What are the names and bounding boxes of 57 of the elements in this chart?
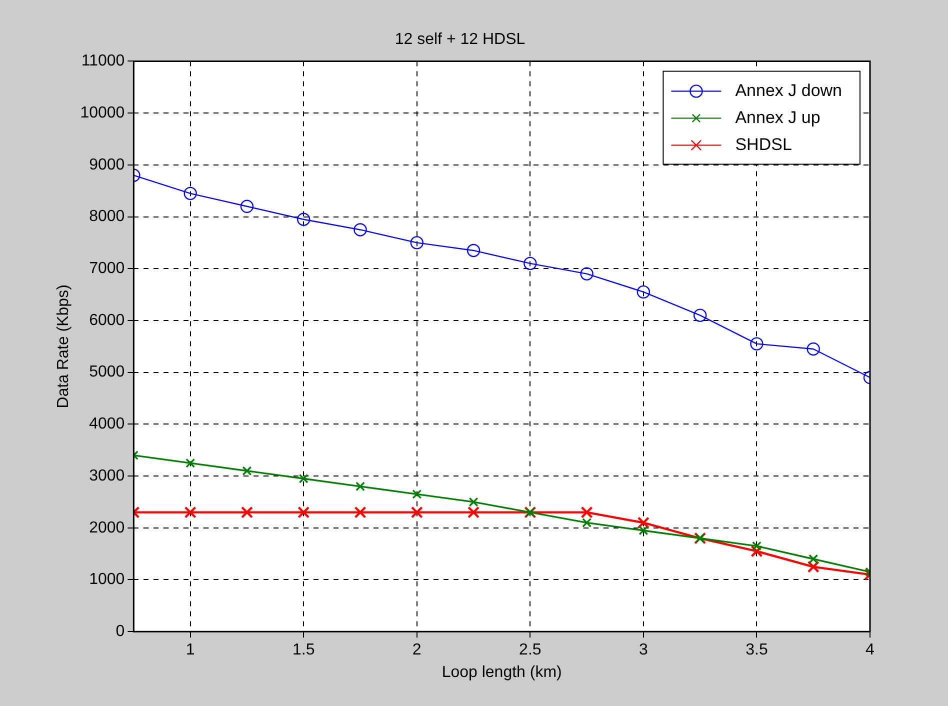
x-axis-title: Loop length (km) <box>442 664 562 681</box>
point <box>468 497 478 507</box>
point <box>808 554 818 564</box>
point <box>693 308 707 322</box>
point <box>807 560 820 573</box>
point <box>524 256 537 270</box>
y-axis-title: Data Rate (Kbps) <box>55 284 72 408</box>
point <box>580 267 594 280</box>
y-tick-label: 10000 <box>80 104 125 122</box>
y-tick-label: 8000 <box>89 208 125 226</box>
legend-label: SHDSL <box>735 134 792 154</box>
x-tick-label: 2.5 <box>519 642 542 659</box>
point <box>466 244 480 258</box>
point <box>636 285 650 299</box>
point <box>467 506 480 518</box>
point <box>354 506 366 518</box>
point <box>242 466 252 476</box>
point <box>410 506 423 518</box>
y-tick-label: 6000 <box>89 312 125 329</box>
x-tick-label: 2 <box>412 642 422 659</box>
point <box>184 186 197 200</box>
x-tick-label: 3.5 <box>746 642 768 659</box>
x-tick-label: 1 <box>186 642 195 659</box>
y-tick-label: 5000 <box>89 364 125 381</box>
x-tick-label: 3 <box>638 642 648 659</box>
point <box>638 526 648 536</box>
point <box>354 223 367 236</box>
y-tick-label: 3000 <box>89 467 125 484</box>
y-tick-label: 2000 <box>89 519 125 536</box>
point <box>186 458 196 468</box>
point <box>412 489 422 499</box>
point <box>582 518 592 528</box>
point <box>240 506 254 518</box>
point <box>298 506 310 518</box>
x-tick-label: 1.5 <box>292 642 315 659</box>
point <box>637 516 650 529</box>
point <box>297 212 310 226</box>
y-tick-label: 11000 <box>81 52 125 70</box>
point <box>750 337 764 350</box>
point <box>806 342 820 356</box>
point <box>752 541 762 551</box>
point <box>298 474 308 484</box>
point <box>184 506 196 518</box>
point <box>356 482 365 492</box>
y-tick-label: 1000 <box>89 571 125 588</box>
legend-label: Annex J up <box>735 108 820 127</box>
x-tick-label: 4 <box>866 642 875 659</box>
point <box>750 545 763 558</box>
legend-label: Annex J down <box>735 80 842 100</box>
point <box>240 200 254 213</box>
point <box>580 506 593 518</box>
point <box>410 236 424 250</box>
y-tick-label: 4000 <box>89 416 125 433</box>
y-tick-label: 9000 <box>89 156 125 174</box>
y-tick-label: 0 <box>116 623 125 640</box>
chart-title: 12 self + 12 HDSL <box>394 31 526 48</box>
y-tick-label: 7000 <box>89 260 125 278</box>
